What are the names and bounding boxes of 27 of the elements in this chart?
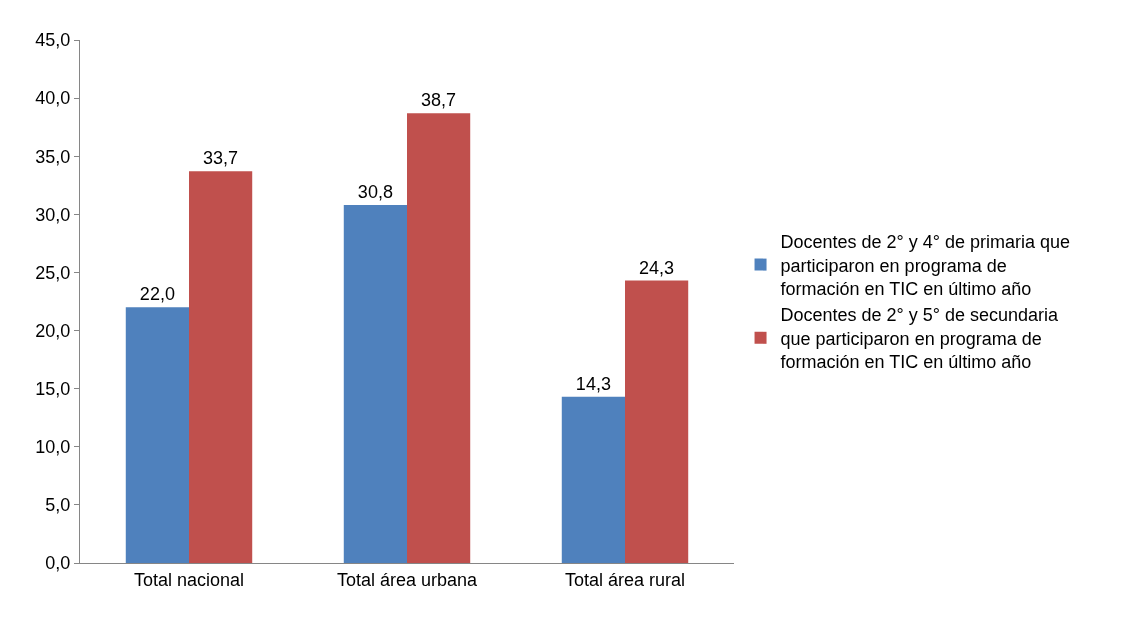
data-label: 30,8 (357, 182, 393, 203)
y-tick-label: 45,0 (35, 30, 71, 51)
x-tick-label: Total área rural (564, 569, 686, 590)
data-label: 24,3 (639, 257, 675, 278)
data-label: 33,7 (203, 148, 239, 169)
y-tick-label: 40,0 (35, 88, 71, 109)
y-tick-label: 20,0 (35, 320, 71, 341)
legend-label: Docentes de 2° y 5° de secundaria que participaron en programa de formación en TIC en último año (780, 305, 1060, 373)
legend-label: Docentes de 2° y 4° de primaria que participaron en programa de formación en TIC en último año (780, 232, 1071, 300)
bar (625, 280, 689, 563)
bar (407, 113, 471, 563)
y-tick-label: 25,0 (35, 262, 71, 283)
bar (189, 171, 253, 563)
y-tick-label: 5,0 (45, 495, 71, 516)
bar (343, 205, 407, 563)
x-tick-label: Total área urbana (336, 569, 479, 590)
x-tick-label: Total nacional (133, 569, 245, 590)
y-tick-label: 30,0 (35, 204, 71, 225)
y-tick-label: 10,0 (35, 437, 71, 458)
y-tick-label: 15,0 (35, 378, 71, 399)
y-tick-label: 0,0 (45, 553, 71, 574)
bar (125, 307, 189, 563)
data-label: 14,3 (575, 373, 611, 394)
data-label: 22,0 (139, 284, 175, 305)
y-tick-label: 35,0 (35, 146, 71, 167)
data-label: 38,7 (421, 90, 457, 111)
bar (561, 396, 625, 563)
